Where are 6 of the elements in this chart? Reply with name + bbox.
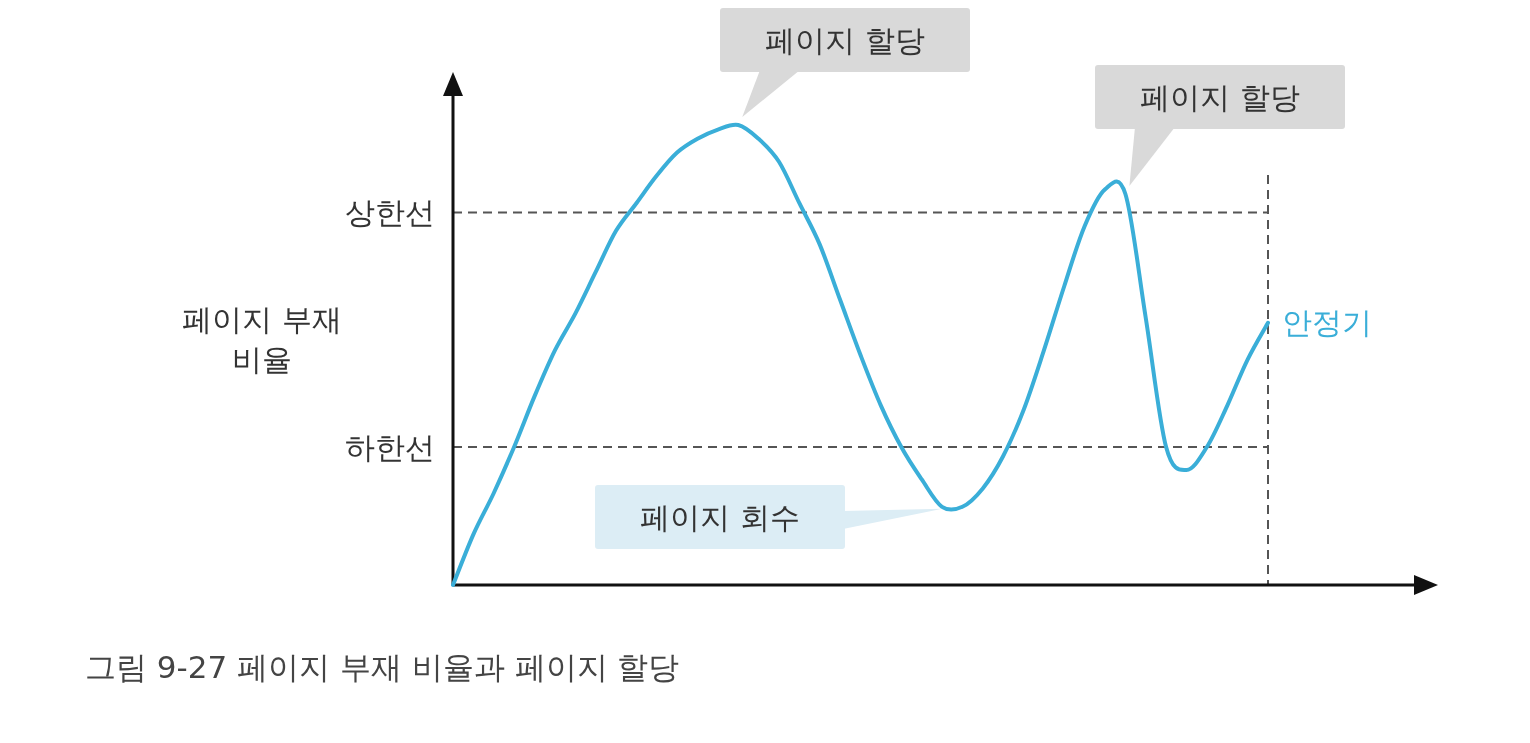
text: 그림 9-27 페이지 부재 비율과 페이지 할당 bbox=[85, 649, 680, 685]
ref-line-label: 하한선 bbox=[345, 430, 435, 465]
annotation: 페이지 회수 bbox=[640, 500, 800, 535]
y-axis-title: 페이지 부재 비율 bbox=[182, 302, 342, 377]
series-label: 안정기 bbox=[1282, 304, 1372, 340]
ref-line-label: 상한선 bbox=[345, 195, 435, 231]
